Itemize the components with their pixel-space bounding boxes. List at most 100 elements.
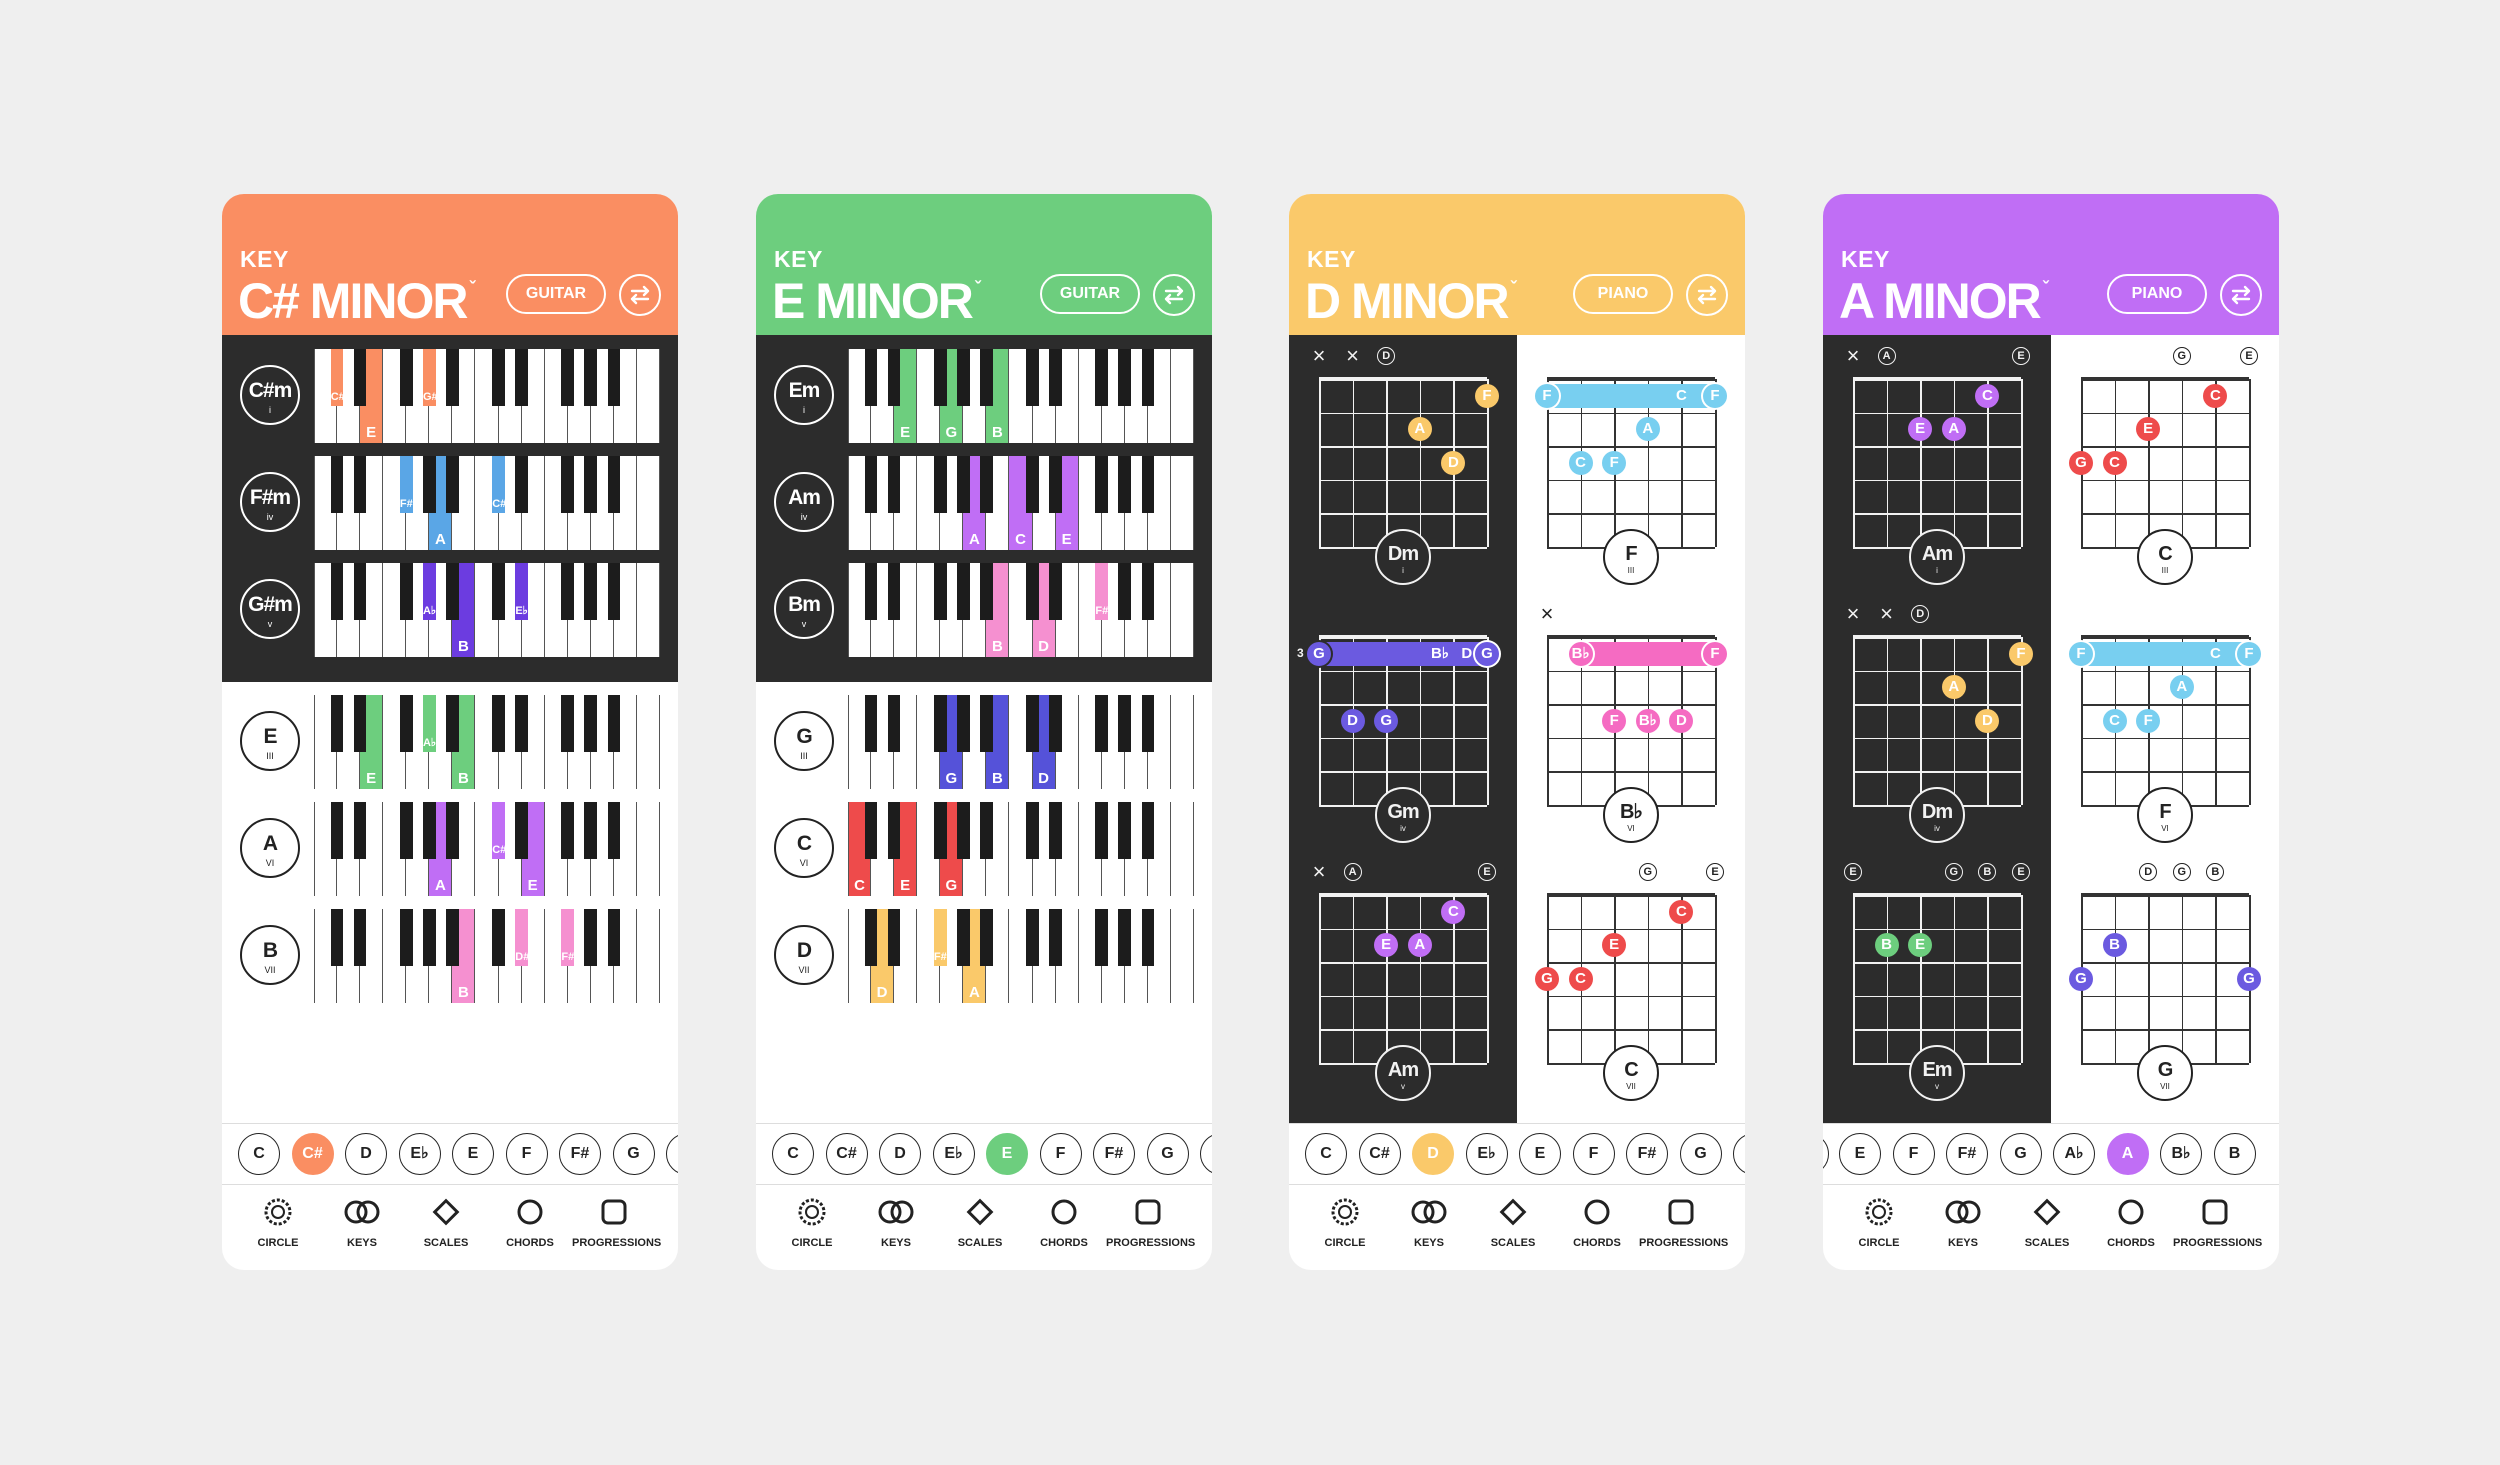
key-option[interactable] — [1823, 1133, 1829, 1175]
piano-keyboard[interactable]: B A♭ E♭ — [314, 563, 660, 657]
chord-badge[interactable]: B♭ VI — [1603, 787, 1659, 843]
key-option[interactable]: F — [1039, 1133, 1082, 1175]
nav-item-chords[interactable]: CHORDS — [1022, 1197, 1106, 1257]
key-option[interactable]: F# — [1093, 1133, 1135, 1175]
black-key[interactable]: D# — [515, 909, 529, 966]
nav-item-keys[interactable]: KEYS — [320, 1197, 404, 1257]
black-key[interactable] — [1095, 349, 1109, 406]
black-key[interactable] — [607, 909, 621, 966]
black-key[interactable] — [1049, 456, 1062, 513]
nav-item-keys[interactable]: KEYS — [1921, 1197, 2005, 1257]
black-key[interactable] — [515, 695, 528, 752]
black-key[interactable] — [607, 802, 621, 859]
key-option[interactable] — [1200, 1133, 1212, 1175]
black-key[interactable] — [330, 695, 344, 752]
black-key[interactable] — [561, 563, 575, 620]
white-key[interactable] — [1170, 563, 1194, 657]
black-key[interactable] — [330, 456, 344, 513]
black-key[interactable] — [353, 909, 367, 966]
black-key[interactable] — [561, 802, 575, 859]
chord-badge[interactable]: E III — [240, 711, 300, 771]
chord-diagram[interactable]: G B♭ D G D G 3 Gm iv — [1289, 593, 1517, 851]
nav-item-scales[interactable]: SCALES — [404, 1197, 488, 1257]
black-key[interactable] — [607, 349, 621, 406]
chord-diagram[interactable]: × A E C E A Am v — [1289, 851, 1517, 1109]
black-key[interactable] — [353, 802, 367, 859]
chord-badge[interactable]: B VII — [240, 925, 300, 985]
black-key[interactable] — [956, 909, 970, 966]
key-title[interactable]: C# MINOR ˇ — [238, 272, 475, 330]
black-key[interactable] — [933, 802, 947, 859]
key-option[interactable]: E — [1839, 1133, 1881, 1175]
chord-diagram[interactable]: F C F A C F F III — [1517, 335, 1745, 593]
black-key[interactable] — [446, 695, 459, 752]
swap-button[interactable] — [619, 274, 661, 316]
black-key[interactable] — [399, 909, 413, 966]
key-option[interactable]: G — [1679, 1133, 1722, 1175]
black-key[interactable] — [1049, 563, 1062, 620]
black-key[interactable] — [956, 349, 970, 406]
black-key[interactable] — [584, 563, 598, 620]
key-option[interactable]: E — [452, 1133, 494, 1175]
black-key[interactable] — [330, 909, 344, 966]
black-key[interactable] — [515, 802, 528, 859]
black-key[interactable] — [353, 349, 367, 406]
chord-diagram[interactable]: × A E C E A Am i — [1823, 335, 2051, 593]
white-key[interactable] — [1170, 695, 1194, 789]
black-key[interactable] — [1118, 802, 1132, 859]
chord-diagram[interactable]: D G B B G G G VII — [2051, 851, 2279, 1109]
key-title[interactable]: D MINOR ˇ — [1305, 272, 1517, 330]
nav-item-circle[interactable]: CIRCLE — [1303, 1197, 1387, 1257]
black-key[interactable] — [399, 695, 413, 752]
chord-badge[interactable]: Gm iv — [1375, 787, 1431, 843]
black-key[interactable] — [933, 456, 947, 513]
piano-keyboard[interactable]: D A F# — [848, 909, 1194, 1003]
key-option[interactable]: E♭ — [1465, 1133, 1508, 1175]
key-option[interactable]: C — [1305, 1133, 1347, 1175]
nav-item-progressions[interactable]: PROGRESSIONS — [2173, 1197, 2262, 1257]
chord-badge[interactable]: G#m v — [240, 579, 300, 639]
chord-badge[interactable]: F VI — [2137, 787, 2193, 843]
nav-item-scales[interactable]: SCALES — [1471, 1197, 1555, 1257]
black-key[interactable]: G# — [422, 349, 438, 406]
chord-badge[interactable]: C#m i — [240, 365, 300, 425]
black-key[interactable] — [956, 456, 970, 513]
black-key[interactable] — [980, 695, 993, 752]
black-key[interactable] — [607, 563, 621, 620]
white-key[interactable] — [1170, 349, 1194, 443]
black-key[interactable] — [1118, 695, 1132, 752]
swap-button[interactable] — [2220, 274, 2262, 316]
chevron-down-icon[interactable]: ˇ — [469, 278, 476, 298]
black-key[interactable]: C# — [492, 456, 506, 513]
key-option[interactable]: B♭ — [2160, 1133, 2202, 1175]
key-option[interactable]: C — [238, 1133, 280, 1175]
black-key[interactable] — [515, 349, 528, 406]
key-option[interactable] — [666, 1133, 678, 1175]
white-key[interactable] — [636, 563, 660, 657]
black-key[interactable] — [887, 563, 901, 620]
instrument-button[interactable]: GUITAR — [506, 274, 606, 314]
instrument-button[interactable]: PIANO — [1573, 274, 1673, 314]
black-key[interactable] — [1141, 909, 1155, 966]
nav-item-circle[interactable]: CIRCLE — [770, 1197, 854, 1257]
black-key[interactable] — [864, 349, 878, 406]
black-key[interactable] — [956, 802, 970, 859]
black-key[interactable] — [980, 909, 993, 966]
black-key[interactable] — [980, 802, 993, 859]
chord-badge[interactable]: Am iv — [774, 472, 834, 532]
swap-button[interactable] — [1153, 274, 1195, 316]
black-key[interactable] — [584, 909, 598, 966]
nav-item-chords[interactable]: CHORDS — [2089, 1197, 2173, 1257]
black-key[interactable] — [584, 349, 598, 406]
black-key[interactable] — [1118, 349, 1132, 406]
black-key[interactable] — [980, 456, 993, 513]
key-option[interactable]: A — [2106, 1133, 2149, 1175]
key-option[interactable]: B — [2213, 1133, 2256, 1175]
black-key[interactable] — [399, 349, 413, 406]
piano-keyboard[interactable]: E B A♭ — [314, 695, 660, 789]
black-key[interactable] — [353, 695, 367, 752]
black-key[interactable] — [492, 563, 505, 620]
black-key[interactable] — [446, 349, 459, 406]
black-key[interactable] — [399, 802, 413, 859]
piano-keyboard[interactable]: A E C# — [314, 802, 660, 896]
